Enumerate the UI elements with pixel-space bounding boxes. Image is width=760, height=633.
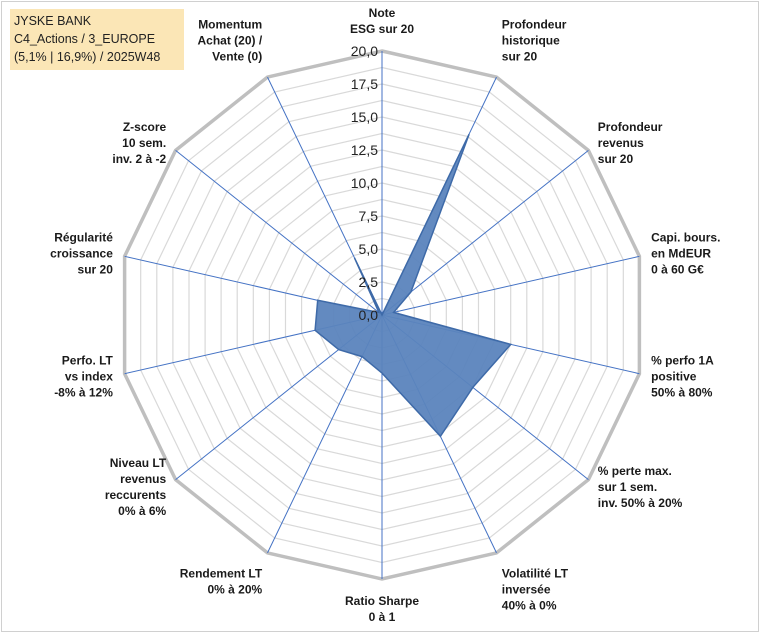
category-label-line: Volatilité LT bbox=[502, 567, 569, 581]
category-label-line: Capi. bours. bbox=[651, 231, 720, 245]
tick-label: 10,0 bbox=[351, 175, 378, 191]
category-label-line: ESG sur 20 bbox=[350, 22, 414, 36]
title-line-2: C4_Actions / 3_EUROPE bbox=[14, 32, 156, 46]
category-label-line: Niveau LT bbox=[110, 456, 167, 470]
category-label-line: sur 20 bbox=[598, 152, 634, 166]
category-label: Volatilité LT inversée 40% à 0% bbox=[502, 567, 569, 613]
category-label-line: 0% à 20% bbox=[207, 583, 262, 597]
tick-label: 12,5 bbox=[351, 142, 378, 158]
title-line-3: (5,1% | 16,9%) / 2025W48 bbox=[14, 50, 161, 64]
category-label-line: Z-score bbox=[123, 120, 167, 134]
axis-spoke bbox=[175, 150, 383, 316]
category-label-line: Perfo. LT bbox=[62, 353, 114, 367]
category-label-line: sur 1 sem. bbox=[598, 480, 657, 494]
category-label-line: positive bbox=[651, 369, 697, 383]
category-label-line: 40% à 0% bbox=[502, 599, 557, 613]
category-label: Note ESG sur 20 bbox=[350, 6, 414, 36]
title-line-1: JYSKE BANK bbox=[14, 14, 92, 28]
tick-label: 20,0 bbox=[351, 43, 378, 59]
tick-label: 5,0 bbox=[359, 241, 379, 257]
category-label: % perfo 1A positive 50% à 80% bbox=[651, 353, 714, 399]
category-label-line: Note bbox=[369, 6, 396, 20]
tick-label: 15,0 bbox=[351, 109, 378, 125]
category-label-line: -8% à 12% bbox=[54, 385, 113, 399]
category-label-line: sur 20 bbox=[502, 49, 538, 63]
category-label: Profondeur revenus sur 20 bbox=[598, 120, 663, 166]
category-label-line: % perte max. bbox=[598, 464, 672, 478]
tick-label: 2,5 bbox=[359, 274, 379, 290]
category-label-line: historique bbox=[502, 33, 560, 47]
category-label-line: inv. 50% à 20% bbox=[598, 496, 683, 510]
category-label-line: sur 20 bbox=[78, 263, 114, 277]
category-label: Ratio Sharpe 0 à 1 bbox=[345, 594, 419, 624]
category-label-line: 0 à 1 bbox=[369, 610, 396, 624]
category-label-line: 0% à 6% bbox=[118, 504, 166, 518]
chart-title-box: JYSKE BANK C4_Actions / 3_EUROPE (5,1% |… bbox=[10, 9, 184, 70]
category-label-line: Régularité bbox=[54, 231, 113, 245]
category-label: Momentum Achat (20) / Vente (0) bbox=[198, 17, 263, 63]
category-label-line: 10 sem. bbox=[122, 136, 166, 150]
tick-label: 0,0 bbox=[359, 307, 379, 323]
category-label-line: en MdEUR bbox=[651, 247, 711, 261]
category-label-line: inv. 2 à -2 bbox=[112, 152, 166, 166]
category-label: Profondeur historique sur 20 bbox=[502, 17, 567, 63]
category-label-line: reccurents bbox=[105, 488, 167, 502]
tick-label: 17,5 bbox=[351, 76, 378, 92]
category-label-line: Profondeur bbox=[502, 17, 567, 31]
category-label-line: % perfo 1A bbox=[651, 353, 714, 367]
category-label: Capi. bours. en MdEUR 0 à 60 G€ bbox=[651, 231, 720, 277]
category-label: Régularité croissance sur 20 bbox=[50, 231, 113, 277]
category-label-line: 50% à 80% bbox=[651, 385, 713, 399]
category-label: Niveau LT revenus reccurents 0% à 6% bbox=[105, 456, 167, 518]
category-label-line: Momentum bbox=[198, 17, 262, 31]
category-label-line: revenus bbox=[598, 136, 644, 150]
data-series-area bbox=[314, 133, 513, 438]
category-label-line: Vente (0) bbox=[212, 49, 262, 63]
category-label: % perte max. sur 1 sem. inv. 50% à 20% bbox=[598, 464, 683, 510]
category-label-line: vs index bbox=[65, 369, 113, 383]
category-label-line: Profondeur bbox=[598, 120, 663, 134]
category-label: Z-score 10 sem. inv. 2 à -2 bbox=[112, 120, 166, 166]
category-label: Rendement LT 0% à 20% bbox=[180, 567, 263, 597]
category-label-line: inversée bbox=[502, 583, 551, 597]
tick-label: 7,5 bbox=[359, 208, 379, 224]
category-label: Perfo. LT vs index -8% à 12% bbox=[54, 353, 113, 399]
axis-spoke bbox=[381, 150, 589, 316]
category-label-line: croissance bbox=[50, 247, 113, 261]
category-label-line: Achat (20) / bbox=[198, 33, 263, 47]
category-label-line: 0 à 60 G€ bbox=[651, 263, 704, 277]
axis-spoke bbox=[381, 255, 640, 316]
category-label-line: Rendement LT bbox=[180, 567, 263, 581]
category-label-line: Ratio Sharpe bbox=[345, 594, 419, 608]
category-label-line: revenus bbox=[120, 472, 166, 486]
